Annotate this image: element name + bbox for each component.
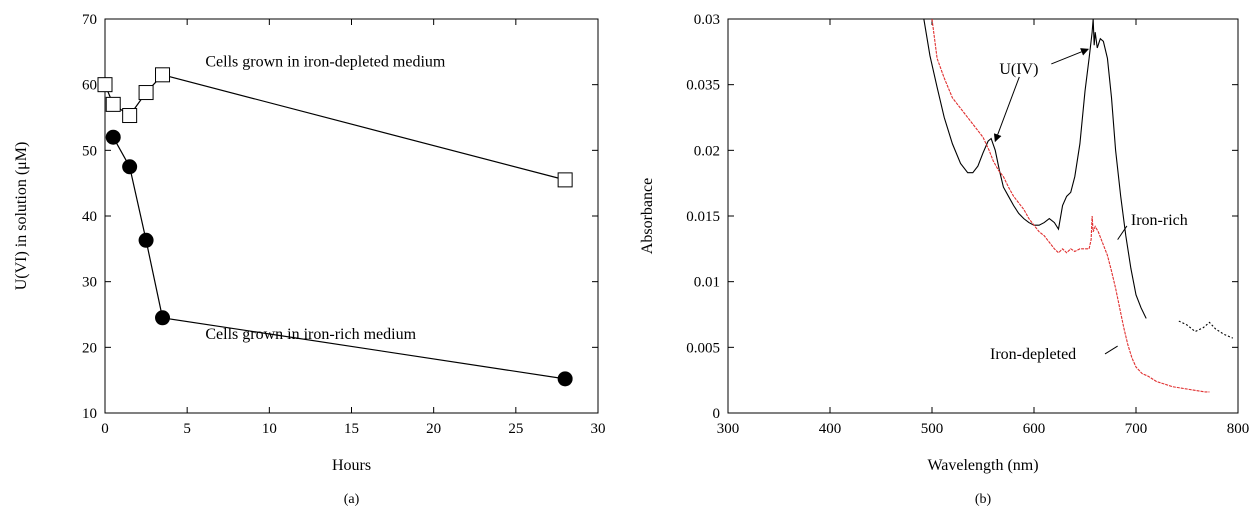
arrow-uiv-to-660nm bbox=[1051, 48, 1089, 65]
data-point-iron-depleted bbox=[97, 77, 113, 93]
annotation-iron-depleted: Iron-depleted bbox=[990, 346, 1076, 363]
panel-b-x-tick-label: 300 bbox=[717, 421, 740, 437]
annotation-iron-depleted-medium: Cells grown in iron-depleted medium bbox=[205, 54, 446, 71]
panel-a-markers bbox=[97, 67, 573, 387]
panel-b-x-tick-label: 500 bbox=[921, 421, 944, 437]
annotation-iron-rich-medium: Cells grown in iron-rich medium bbox=[205, 326, 416, 343]
panel-b-y-tick-label: 0 bbox=[713, 406, 721, 422]
panel-b-y-tick-label: 0.035 bbox=[686, 78, 720, 94]
data-point-iron-depleted bbox=[155, 67, 171, 83]
panel-b-x-tick-label: 600 bbox=[1023, 421, 1046, 437]
spectrum-iron-rich-tail bbox=[1178, 320, 1234, 339]
data-point-iron-rich bbox=[557, 371, 573, 387]
panel-b-x-tick-label: 800 bbox=[1227, 421, 1250, 437]
panel-b-y-tick-label: 0.005 bbox=[686, 340, 720, 356]
panel-b-label: (b) bbox=[975, 492, 992, 507]
panel-a: 0 5 10 15 20 25 30 10 20 30 40 50 60 70 Hours U(VI) i… bbox=[13, 12, 606, 507]
data-point-iron-depleted bbox=[122, 108, 138, 124]
panel-a-label: (a) bbox=[344, 492, 360, 507]
data-point-iron-rich bbox=[138, 232, 154, 248]
panel-a-y-tick-label: 60 bbox=[82, 78, 97, 94]
spectrum-iron-rich bbox=[923, 18, 1147, 319]
panel-b-x-axis-label: Wavelength (nm) bbox=[927, 457, 1038, 474]
panel-a-x-tick-label: 10 bbox=[262, 421, 277, 437]
panel-b-ticks: 300 400 500 600 700 800 0 0.005 0.01 0.015 0.02 0.0… bbox=[686, 12, 1249, 437]
panel-a-x-tick-label: 25 bbox=[508, 421, 523, 437]
panel-a-x-tick-label: 5 bbox=[183, 421, 191, 437]
leader-iron-depleted bbox=[1104, 345, 1118, 355]
panel-a-x-tick-label: 0 bbox=[101, 421, 109, 437]
panel-b-arrows bbox=[993, 48, 1128, 355]
series-line-iron-depleted bbox=[104, 74, 566, 181]
panel-a-y-tick-label: 70 bbox=[82, 12, 97, 28]
annotation-iron-rich: Iron-rich bbox=[1131, 212, 1188, 229]
arrow-uiv-to-555nm bbox=[993, 76, 1020, 143]
panel-b-y-tick-label: 0.03 bbox=[694, 12, 720, 28]
panel-b-y-tick-label: 0.015 bbox=[686, 209, 720, 225]
leader-iron-rich bbox=[1117, 225, 1128, 240]
panel-a-x-tick-label: 30 bbox=[591, 421, 606, 437]
panel-a-y-tick-label: 40 bbox=[82, 209, 97, 225]
panel-a-y-axis-label: U(VI) in solution (μM) bbox=[13, 142, 30, 291]
spectrum-iron-depleted bbox=[931, 18, 1210, 393]
data-point-iron-depleted bbox=[105, 96, 121, 112]
panel-a-y-tick-label: 30 bbox=[82, 275, 97, 291]
panel-a-ticks: 0 5 10 15 20 25 30 10 20 30 40 50 60 70 bbox=[82, 12, 606, 437]
panel-b-y-axis-label: Absorbance bbox=[639, 178, 656, 254]
data-point-iron-depleted bbox=[557, 172, 573, 188]
data-point-iron-rich bbox=[122, 159, 138, 175]
panel-a-x-tick-label: 20 bbox=[426, 421, 441, 437]
panel-b-y-tick-label: 0.02 bbox=[694, 143, 720, 159]
data-point-iron-rich bbox=[105, 129, 121, 145]
panel-b-spectra bbox=[923, 18, 1234, 393]
panel-a-x-tick-label: 15 bbox=[344, 421, 359, 437]
panel-a-x-axis-label: Hours bbox=[332, 457, 371, 474]
panel-a-y-tick-label: 50 bbox=[82, 143, 97, 159]
panel-b: 300 400 500 600 700 800 0 0.005 0.01 0.015 0.02 0.0… bbox=[639, 12, 1249, 507]
panel-b-y-tick-label: 0.01 bbox=[694, 275, 720, 291]
annotation-uiv: U(IV) bbox=[999, 61, 1038, 78]
data-point-iron-depleted bbox=[138, 85, 154, 101]
panel-a-y-tick-label: 10 bbox=[82, 406, 97, 422]
data-point-iron-rich bbox=[155, 310, 171, 326]
panel-a-y-tick-label: 20 bbox=[82, 340, 97, 356]
panel-b-x-tick-label: 400 bbox=[819, 421, 842, 437]
panel-a-plot-frame bbox=[104, 18, 599, 414]
panel-b-x-tick-label: 700 bbox=[1125, 421, 1148, 437]
